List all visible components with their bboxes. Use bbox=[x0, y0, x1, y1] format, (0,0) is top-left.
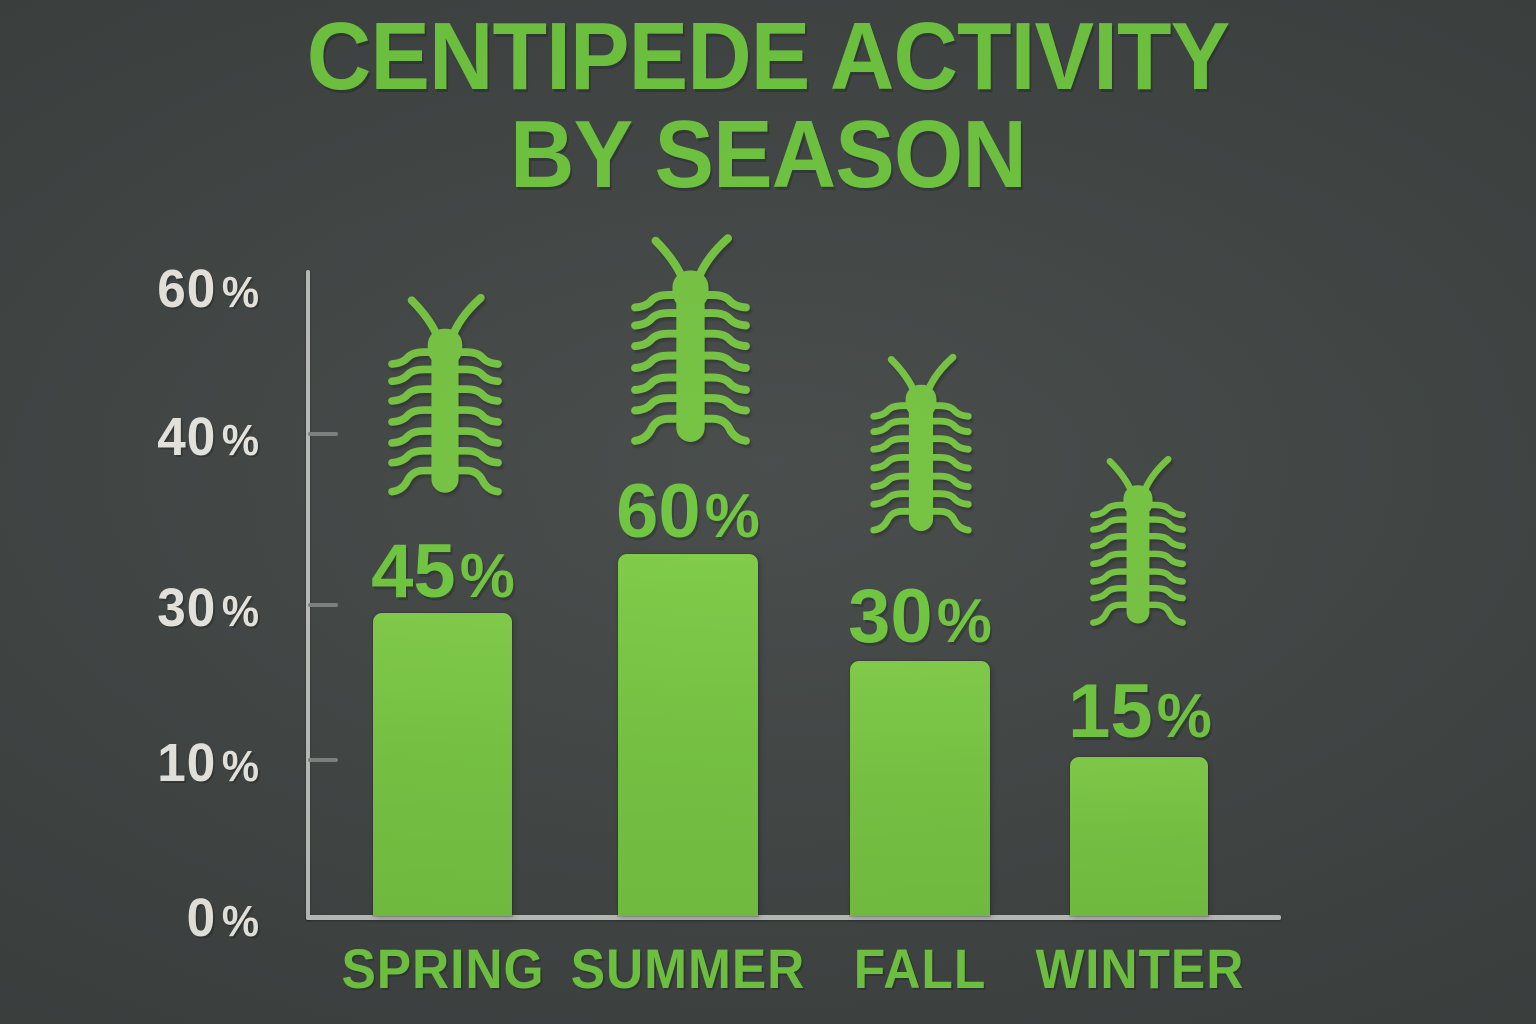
chart-title: CENTIPEDE ACTIVITY BY SEASON bbox=[306, 3, 1230, 208]
category-label-winter: WINTER bbox=[1035, 937, 1245, 1000]
y-axis-tick-label: 30% bbox=[157, 578, 260, 638]
bar-value-label: 45% bbox=[303, 528, 583, 615]
centipede-icon bbox=[623, 228, 758, 460]
bar-value-number: 45 bbox=[371, 529, 456, 614]
centipede-icon bbox=[382, 288, 508, 510]
centipede-icon bbox=[866, 345, 976, 550]
y-axis-tick-label: 0% bbox=[186, 888, 260, 948]
x-axis-line bbox=[306, 915, 1281, 920]
centipede-icon bbox=[1086, 443, 1190, 646]
y-axis-tick-label: 60% bbox=[157, 259, 260, 319]
bar-value-label: 15% bbox=[1000, 668, 1280, 755]
category-label-spring: SPRING bbox=[341, 937, 545, 1000]
bar-fall bbox=[850, 661, 990, 916]
bar-winter bbox=[1070, 757, 1208, 916]
y-axis-tick bbox=[308, 432, 338, 436]
bar-value-number: 60 bbox=[616, 469, 701, 554]
category-label-summer: SUMMER bbox=[570, 937, 806, 1000]
bar-spring bbox=[373, 613, 512, 916]
y-axis-tick bbox=[308, 603, 338, 607]
y-axis-tick-label: 40% bbox=[157, 407, 260, 467]
bar-value-percent-sign: % bbox=[936, 587, 992, 656]
bar-value-percent-sign: % bbox=[1156, 682, 1212, 751]
bar-value-percent-sign: % bbox=[459, 542, 515, 611]
bar-value-number: 30 bbox=[848, 574, 933, 659]
bar-value-label: 60% bbox=[548, 468, 828, 555]
category-label-fall: FALL bbox=[853, 937, 987, 1000]
y-axis-line bbox=[306, 270, 310, 920]
y-axis-tick bbox=[308, 758, 338, 762]
bar-summer bbox=[618, 554, 758, 916]
bar-value-label: 30% bbox=[780, 573, 1060, 660]
bar-value-percent-sign: % bbox=[704, 482, 760, 551]
y-axis-tick-label: 10% bbox=[157, 733, 260, 793]
bar-value-number: 15 bbox=[1068, 669, 1153, 754]
